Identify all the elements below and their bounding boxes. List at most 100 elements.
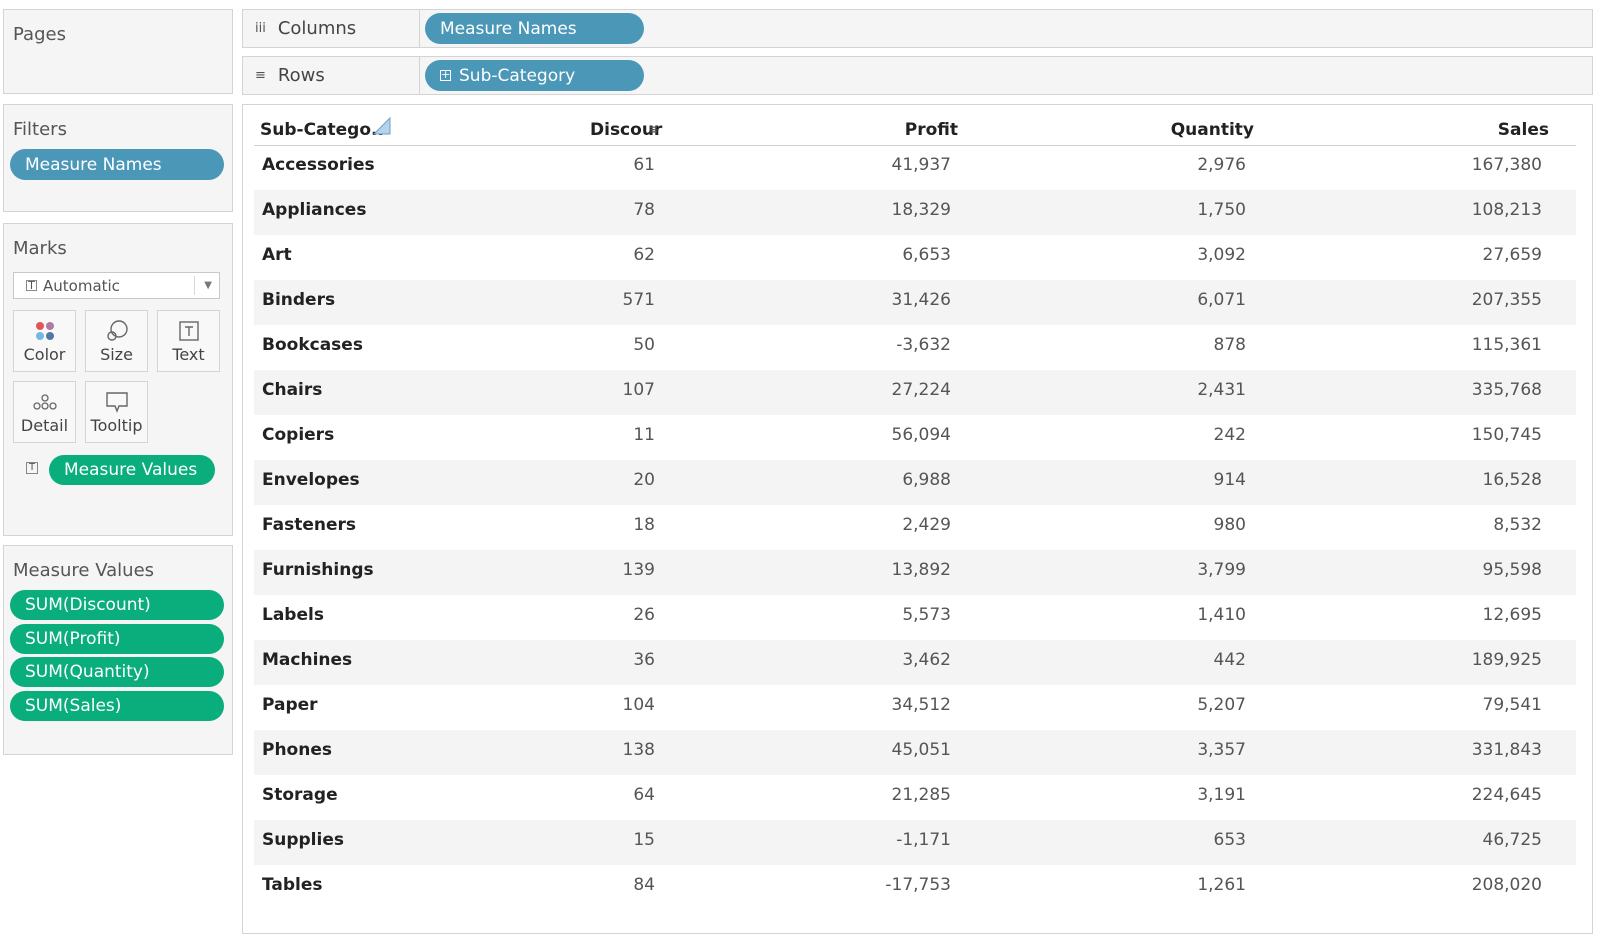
rows-shelf-label: ≡ Rows (243, 57, 420, 94)
sort-icon[interactable]: ≡ (649, 123, 659, 136)
table-row[interactable]: Fasteners 18 2,429 980 8,532 (254, 505, 1576, 550)
value-cell: 138 (622, 740, 655, 760)
rows-pill-label: Sub-Category (459, 65, 576, 86)
value-cell: 78 (633, 200, 655, 220)
value-cell: 653 (1213, 830, 1246, 850)
table-row[interactable]: Copiers 11 56,094 242 150,745 (254, 415, 1576, 460)
rows-shelf[interactable]: ≡ Rows + Sub-Category (242, 56, 1593, 95)
value-cell: 208,020 (1471, 875, 1542, 895)
row-header-cell: Machines (262, 650, 353, 670)
header-sales-label: Sales (1497, 120, 1549, 140)
row-header-cell: Phones (262, 740, 332, 760)
value-cell: 20 (633, 470, 655, 490)
value-cell: 3,357 (1197, 740, 1246, 760)
table-row[interactable]: Appliances 78 18,329 1,750 108,213 (254, 190, 1576, 235)
table-row[interactable]: Binders 571 31,426 6,071 207,355 (254, 280, 1576, 325)
table-row[interactable]: Art 62 6,653 3,092 27,659 (254, 235, 1576, 280)
row-header-cell: Supplies (262, 830, 344, 850)
header-discount[interactable]: Discour (590, 120, 663, 140)
row-header-cell: Fasteners (262, 515, 356, 535)
row-header-cell: Storage (262, 785, 338, 805)
filter-measure-names-pill[interactable]: Measure Names (10, 149, 224, 180)
row-header-cell: Paper (262, 695, 318, 715)
columns-measure-names-pill[interactable]: Measure Names (425, 13, 644, 44)
row-header-cell: Copiers (262, 425, 335, 445)
value-cell: 2,431 (1197, 380, 1246, 400)
row-header-cell: Tables (262, 875, 323, 895)
table-row[interactable]: Furnishings 139 13,892 3,799 95,598 (254, 550, 1576, 595)
value-cell: 5,207 (1197, 695, 1246, 715)
row-header-cell: Labels (262, 605, 324, 625)
table-row[interactable]: Machines 36 3,462 442 189,925 (254, 640, 1576, 685)
columns-shelf[interactable]: iii Columns Measure Names (242, 9, 1593, 48)
rows-icon: ≡ (255, 68, 266, 83)
size-label: Size (100, 345, 133, 364)
dropdown-separator (194, 276, 195, 295)
table-row[interactable]: Labels 26 5,573 1,410 12,695 (254, 595, 1576, 640)
table-row[interactable]: Storage 64 21,285 3,191 224,645 (254, 775, 1576, 820)
table-row[interactable]: Chairs 107 27,224 2,431 335,768 (254, 370, 1576, 415)
value-cell: -17,753 (885, 875, 951, 895)
tooltip-button[interactable]: Tooltip (85, 381, 148, 443)
size-icon (86, 317, 147, 345)
value-cell: 84 (633, 875, 655, 895)
row-header-cell: Furnishings (262, 560, 374, 580)
measure-value-pill-sales[interactable]: SUM(Sales) (10, 691, 224, 721)
rows-sub-category-pill[interactable]: + Sub-Category (425, 60, 644, 91)
header-quantity-label: Quantity (1170, 120, 1254, 140)
header-quantity[interactable]: Quantity (1054, 120, 1254, 140)
columns-shelf-label: iii Columns (243, 10, 420, 47)
rows-label: Rows (277, 65, 325, 86)
value-cell: 167,380 (1471, 155, 1542, 175)
expand-plus-icon[interactable]: + (440, 68, 451, 81)
value-cell: 15 (633, 830, 655, 850)
value-cell: 12,695 (1482, 605, 1542, 625)
pages-title: Pages (13, 24, 66, 45)
measure-value-pill-profit[interactable]: SUM(Profit) (10, 624, 224, 654)
table-row[interactable]: Envelopes 20 6,988 914 16,528 (254, 460, 1576, 505)
chevron-down-icon[interactable]: ▼ (204, 280, 212, 291)
table-row[interactable]: Accessories 61 41,937 2,976 167,380 (254, 145, 1576, 190)
value-cell: 914 (1213, 470, 1246, 490)
value-cell: 115,361 (1471, 335, 1542, 355)
header-profit[interactable]: Profit (754, 120, 958, 140)
tooltip-label: Tooltip (90, 416, 143, 435)
color-label: Color (23, 345, 66, 364)
value-cell: 50 (633, 335, 655, 355)
marks-measure-values-pill[interactable]: Measure Values (49, 455, 215, 485)
detail-button[interactable]: Detail (13, 381, 76, 443)
table-row[interactable]: Bookcases 50 -3,632 878 115,361 (254, 325, 1576, 370)
value-cell: 45,051 (891, 740, 951, 760)
value-cell: -1,171 (896, 830, 951, 850)
value-cell: 13,892 (891, 560, 951, 580)
color-button[interactable]: Color (13, 310, 76, 372)
value-cell: 6,071 (1197, 290, 1246, 310)
value-cell: 1,410 (1197, 605, 1246, 625)
value-cell: 104 (622, 695, 655, 715)
value-cell: 242 (1213, 425, 1246, 445)
measure-value-pill-discount[interactable]: SUM(Discount) (10, 590, 224, 620)
sort-indicator-icon[interactable] (372, 116, 392, 140)
value-cell: 2,429 (902, 515, 951, 535)
table-row[interactable]: Paper 104 34,512 5,207 79,541 (254, 685, 1576, 730)
value-cell: 571 (622, 290, 655, 310)
measure-value-pill-quantity[interactable]: SUM(Quantity) (10, 657, 224, 687)
size-button[interactable]: Size (85, 310, 148, 372)
table-row[interactable]: Tables 84 -17,753 1,261 208,020 (254, 865, 1576, 910)
table-header-row: Sub-Catego.. Discour ≡ Profit Quantity S… (254, 113, 1576, 146)
mark-type-dropdown[interactable]: T Automatic ▼ (13, 272, 220, 299)
header-profit-label: Profit (904, 120, 958, 140)
text-encoding-icon: T (26, 462, 38, 474)
value-cell: 27,224 (891, 380, 951, 400)
text-button[interactable]: Text (157, 310, 220, 372)
table-row[interactable]: Supplies 15 -1,171 653 46,725 (254, 820, 1576, 865)
value-cell: 16,528 (1482, 470, 1542, 490)
text-icon (158, 317, 219, 345)
row-header-cell: Chairs (262, 380, 323, 400)
header-sub-category[interactable]: Sub-Catego.. (260, 120, 384, 140)
header-sales[interactable]: Sales (1354, 120, 1549, 140)
table-row[interactable]: Phones 138 45,051 3,357 331,843 (254, 730, 1576, 775)
value-cell: -3,632 (896, 335, 951, 355)
mark-type-value: Automatic (43, 276, 120, 295)
value-cell: 61 (633, 155, 655, 175)
